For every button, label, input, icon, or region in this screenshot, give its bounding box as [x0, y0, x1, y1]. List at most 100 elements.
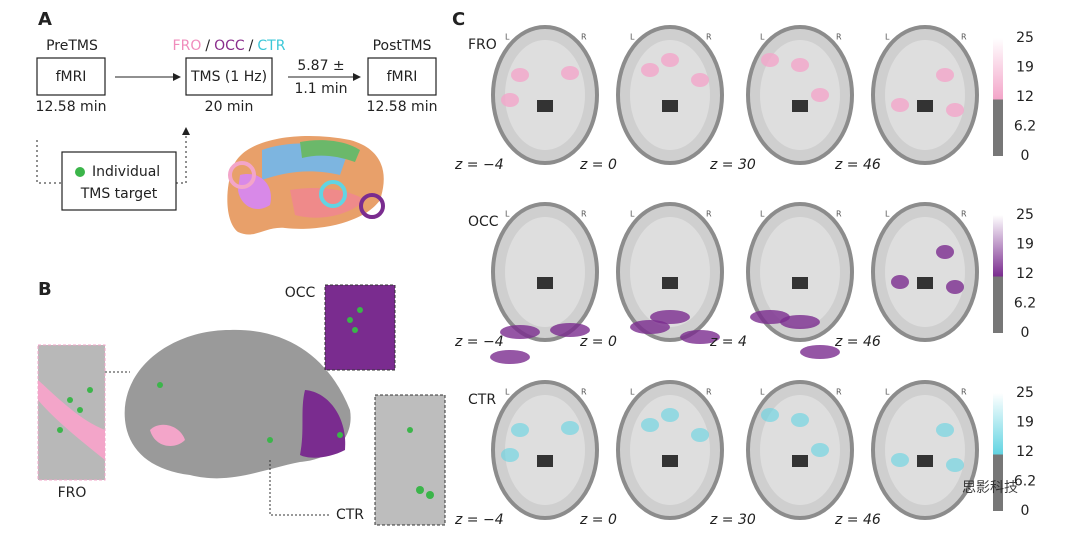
activation — [811, 443, 829, 457]
occ-label: OCC — [285, 285, 316, 301]
ventricle — [662, 277, 678, 289]
ventricle — [917, 100, 933, 112]
tms-box-text: TMS (1 Hz) — [190, 69, 267, 85]
activation — [936, 245, 954, 259]
ventricle — [662, 100, 678, 112]
slice-label: z = 46 — [834, 334, 881, 350]
slice-label: z = 30 — [709, 157, 756, 173]
activation — [691, 73, 709, 87]
activation — [661, 408, 679, 422]
pre-box-text: fMRI — [56, 69, 87, 85]
slice-inner — [885, 40, 965, 150]
activation — [791, 413, 809, 427]
colorbar-tick: 25 — [1016, 385, 1034, 401]
activation — [511, 423, 529, 437]
orientation: R — [836, 210, 842, 219]
watermark: 思影科技 — [962, 480, 1018, 496]
activation — [501, 448, 519, 462]
colorbar-tick: 19 — [1016, 415, 1034, 431]
activation — [691, 428, 709, 442]
activation — [761, 53, 779, 67]
slice-inner — [885, 217, 965, 327]
activation — [561, 421, 579, 435]
orientation: L — [760, 388, 765, 397]
ventricle — [917, 277, 933, 289]
slice-inner — [760, 217, 840, 327]
activation — [680, 330, 720, 344]
colorbar-tick: 19 — [1016, 237, 1034, 253]
activation — [891, 98, 909, 112]
fro-label: FRO — [58, 485, 87, 501]
orientation: L — [505, 210, 510, 219]
tms-box — [185, 57, 273, 96]
orientation: R — [706, 388, 712, 397]
activation — [750, 310, 790, 324]
conditions: FRO / OCC / CTR — [173, 38, 286, 54]
post-title: PostTMS — [373, 38, 432, 54]
orientation: L — [885, 33, 890, 42]
inset-region — [38, 380, 105, 460]
post-box-text: fMRI — [387, 69, 418, 85]
target-box — [61, 151, 177, 211]
fro-region — [150, 424, 185, 446]
orientation: L — [760, 210, 765, 219]
slice-inner — [505, 395, 585, 505]
post-box — [367, 57, 437, 96]
dashed-arrow — [36, 140, 62, 184]
activation — [946, 458, 964, 472]
slice-inner — [760, 40, 840, 150]
ventricle — [792, 100, 808, 112]
activation — [561, 66, 579, 80]
target-text: TMS target — [80, 186, 158, 202]
occ-inset — [324, 284, 396, 371]
activation — [641, 418, 659, 432]
orientation: R — [706, 33, 712, 42]
orientation: R — [581, 210, 587, 219]
activation — [630, 320, 670, 334]
activation — [891, 275, 909, 289]
slice-inner — [630, 217, 710, 327]
cond-occ: OCC — [214, 38, 245, 54]
activation — [791, 58, 809, 72]
colorbar — [993, 393, 1003, 511]
orientation: R — [961, 388, 967, 397]
ventricle — [662, 455, 678, 467]
ventricle — [917, 455, 933, 467]
slice-inner — [760, 395, 840, 505]
slice-label: z = 0 — [579, 157, 617, 173]
activation — [501, 93, 519, 107]
activation — [641, 63, 659, 77]
slice-label: z = −4 — [454, 512, 504, 528]
activation — [550, 323, 590, 337]
slice-label: z = −4 — [454, 157, 504, 173]
ventricle — [537, 455, 553, 467]
row-name: FRO — [468, 37, 497, 53]
activation — [800, 345, 840, 359]
orientation: L — [630, 388, 635, 397]
colorbar-tick: 0 — [1021, 148, 1030, 164]
orientation: R — [581, 388, 587, 397]
activation — [490, 350, 530, 364]
colorbar-tick: 19 — [1016, 60, 1034, 76]
activation — [661, 53, 679, 67]
colorbar — [993, 215, 1003, 333]
row-name: CTR — [468, 392, 496, 408]
colorbar-tick: 6.2 — [1014, 474, 1036, 490]
orientation: R — [836, 388, 842, 397]
activation — [650, 310, 690, 324]
pre-box — [36, 57, 106, 96]
activation — [780, 315, 820, 329]
sep: / — [249, 38, 254, 54]
row-name: OCC — [468, 214, 499, 230]
orientation: R — [961, 33, 967, 42]
panel-c: C FRO L Rz = −4 L Rz = 0 L Rz = 30 L Rz = 46 25 19… — [452, 9, 1036, 528]
colorbar-tick: 25 — [1016, 30, 1034, 46]
colorbar-tick: 6.2 — [1014, 119, 1036, 135]
activation — [936, 68, 954, 82]
interval: 1.1 min — [294, 81, 347, 97]
colorbar-tick: 12 — [1016, 89, 1034, 105]
colorbar-tick: 0 — [1021, 503, 1030, 519]
activation — [946, 103, 964, 117]
cond-fro: FRO — [173, 38, 202, 54]
